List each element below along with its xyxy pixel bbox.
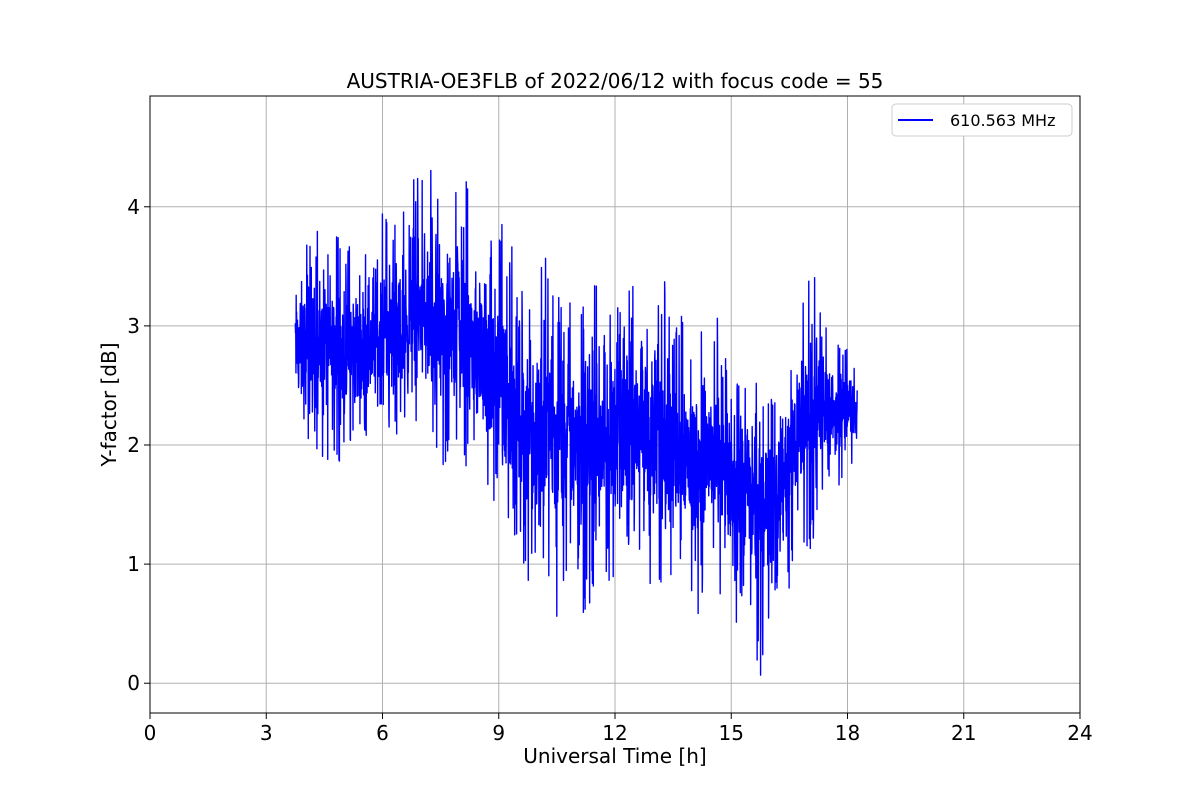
legend-series-label: 610.563 MHz (950, 111, 1055, 130)
y-tick-label: 3 (127, 314, 140, 338)
x-tick-label: 3 (260, 721, 273, 745)
x-tick-label: 24 (1067, 721, 1092, 745)
y-tick-label: 4 (127, 195, 140, 219)
chart-title: AUSTRIA-OE3FLB of 2022/06/12 with focus … (347, 69, 884, 93)
plot-area (294, 169, 858, 676)
x-tick-label: 18 (835, 721, 860, 745)
legend-box (891, 103, 1073, 137)
x-tick-label: 6 (376, 721, 389, 745)
x-tick-label: 15 (719, 721, 744, 745)
x-tick-label: 0 (144, 721, 157, 745)
x-tick-label: 9 (492, 721, 505, 745)
legend: 610.563 MHz (891, 103, 1073, 137)
series-line (294, 169, 858, 676)
x-tick-label: 12 (602, 721, 627, 745)
y-axis-label: Y-factor [dB] (97, 342, 121, 467)
x-axis-label: Universal Time [h] (523, 744, 706, 768)
y-tick-label: 2 (127, 433, 140, 457)
y-tick-label: 0 (127, 671, 140, 695)
x-tick-label: 21 (951, 721, 976, 745)
y-tick-label: 1 (127, 552, 140, 576)
